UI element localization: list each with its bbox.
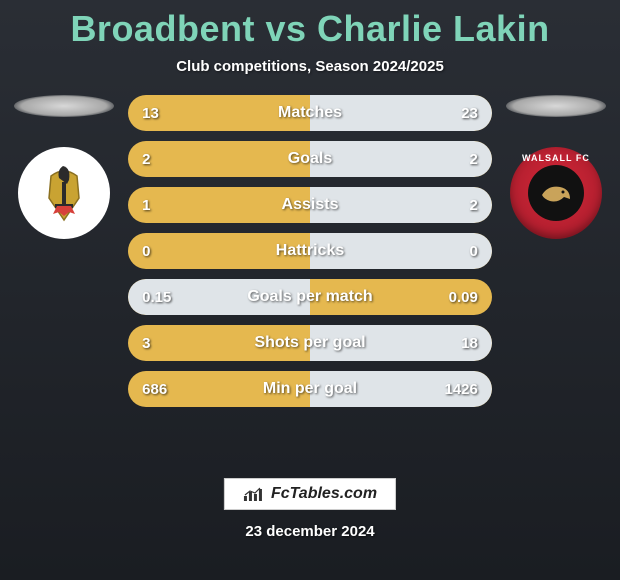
page-subtitle: Club competitions, Season 2024/2025 <box>0 58 620 75</box>
stat-label: Goals per match <box>247 288 372 306</box>
stat-value-left: 0 <box>142 243 150 260</box>
stat-value-right: 2 <box>470 151 478 168</box>
right-club-crest: WALSALL FC <box>510 147 602 239</box>
stat-value-left: 2 <box>142 151 150 168</box>
stat-label: Matches <box>278 104 342 122</box>
stat-value-left: 3 <box>142 335 150 352</box>
stat-fill-right <box>310 141 492 177</box>
stat-row: 3 Shots per goal 18 <box>128 325 492 361</box>
left-club-column <box>10 95 118 239</box>
footer-date: 23 december 2024 <box>245 523 374 540</box>
left-club-crest <box>18 147 110 239</box>
stat-label: Goals <box>288 150 332 168</box>
brand-label: FcTables.com <box>271 485 377 503</box>
stat-value-right: 23 <box>461 105 478 122</box>
stat-label: Hattricks <box>276 242 344 260</box>
brand-badge[interactable]: FcTables.com <box>224 478 396 510</box>
stat-value-right: 18 <box>461 335 478 352</box>
right-crest-label: WALSALL FC <box>522 153 590 163</box>
stat-row: 2 Goals 2 <box>128 141 492 177</box>
stat-row: 0 Hattricks 0 <box>128 233 492 269</box>
comparison-content: 13 Matches 23 2 Goals 2 1 Assists 2 0 Hattricks 0 0.… <box>0 95 620 417</box>
stat-value-right: 0 <box>470 243 478 260</box>
stat-label: Min per goal <box>263 380 357 398</box>
player-shadow-left <box>14 95 114 117</box>
page-title: Broadbent vs Charlie Lakin <box>0 0 620 50</box>
stat-value-left: 13 <box>142 105 159 122</box>
brand-chart-icon <box>243 486 265 502</box>
stat-value-right: 0.09 <box>449 289 478 306</box>
stat-row: 686 Min per goal 1426 <box>128 371 492 407</box>
stat-value-left: 1 <box>142 197 150 214</box>
stat-value-right: 2 <box>470 197 478 214</box>
right-club-column: WALSALL FC <box>502 95 610 239</box>
stat-value-left: 0.15 <box>142 289 171 306</box>
stat-value-right: 1426 <box>445 381 478 398</box>
doncaster-crest-icon <box>29 158 99 228</box>
stat-label: Shots per goal <box>254 334 365 352</box>
stat-row: 13 Matches 23 <box>128 95 492 131</box>
stats-column: 13 Matches 23 2 Goals 2 1 Assists 2 0 Hattricks 0 0.… <box>128 95 492 417</box>
stat-value-left: 686 <box>142 381 167 398</box>
stat-label: Assists <box>282 196 339 214</box>
stat-row: 1 Assists 2 <box>128 187 492 223</box>
player-shadow-right <box>506 95 606 117</box>
walsall-crest-icon <box>528 165 584 221</box>
stat-row: 0.15 Goals per match 0.09 <box>128 279 492 315</box>
